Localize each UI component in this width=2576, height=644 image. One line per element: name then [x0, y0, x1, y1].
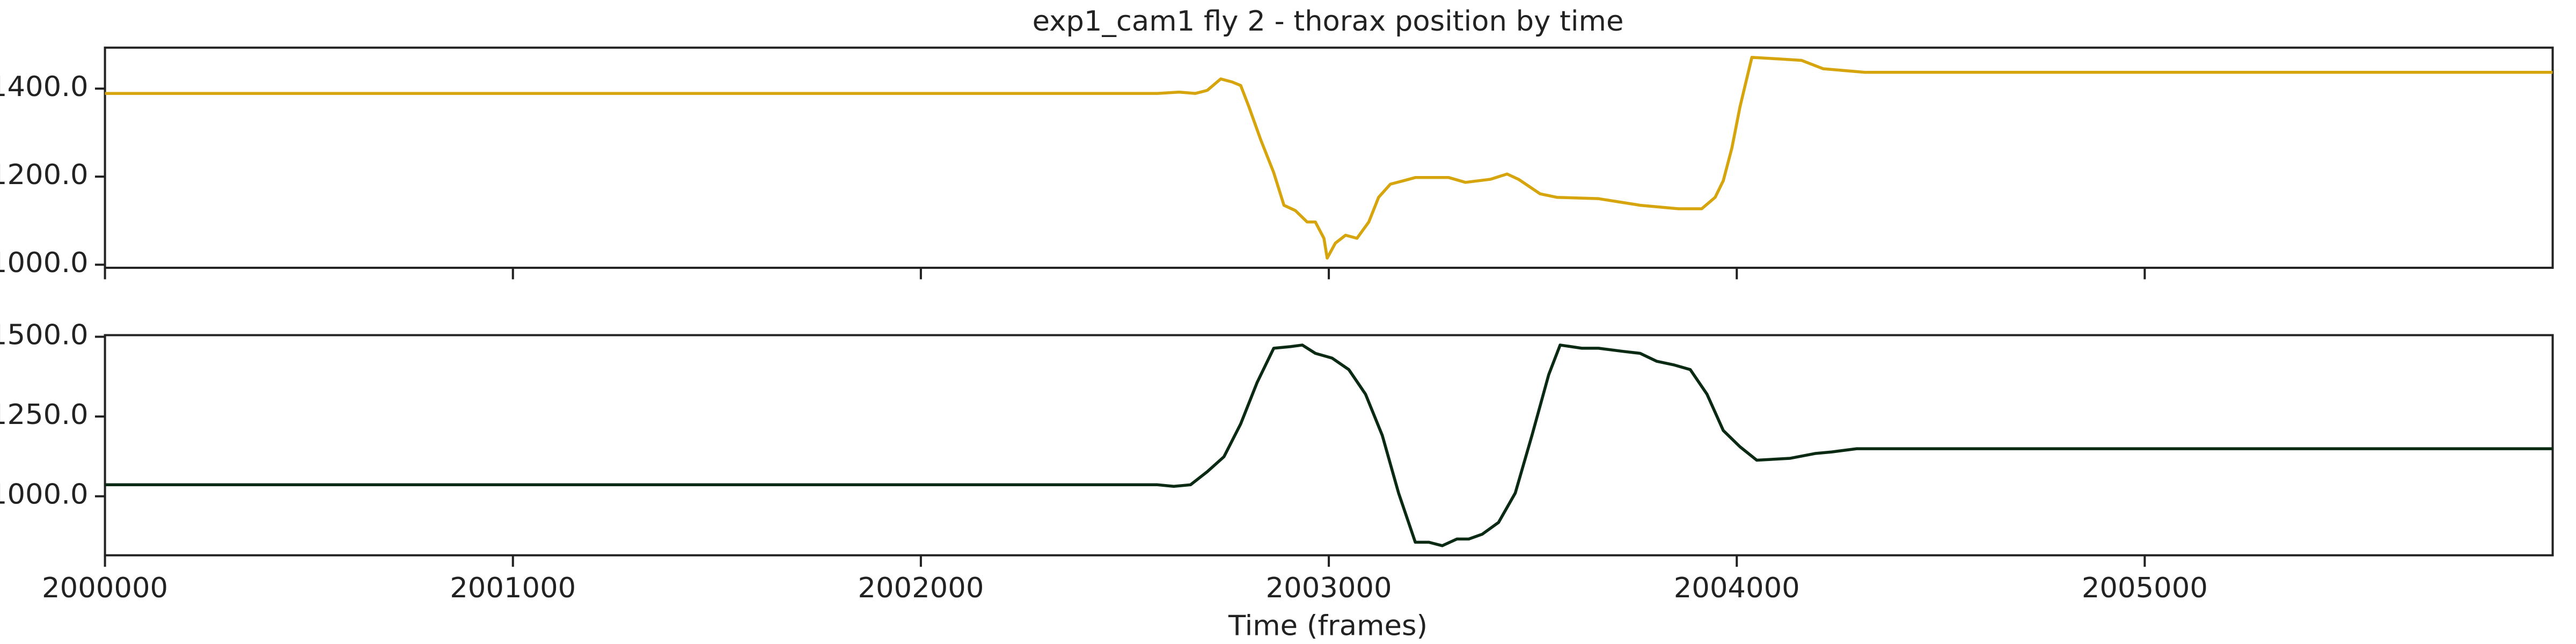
x-tick-label: 2005000: [2082, 572, 2208, 604]
x-tick-label: 2000000: [42, 572, 168, 604]
x-tick-label: 2004000: [1674, 572, 1800, 604]
data-line: [105, 343, 2553, 547]
data-line: [105, 56, 2553, 260]
x-tick-label: 2002000: [858, 572, 984, 604]
y-tick-label: 1250.0: [0, 398, 89, 431]
x-tick-label: 2001000: [450, 572, 576, 604]
y-tick-label: 1200.0: [0, 158, 89, 191]
axes-frame: [104, 334, 2554, 557]
chart-title: exp1_cam1 fly 2 - thorax position by tim…: [1033, 5, 1624, 38]
y-tick-label: 1000.0: [0, 478, 89, 511]
y-tick-label: 1500.0: [0, 319, 89, 352]
y-tick-label: 1400.0: [0, 70, 89, 103]
x-tick-label: 2003000: [1266, 572, 1392, 604]
x-axis-label: Time (frames): [1228, 610, 1428, 642]
axes-frame: [104, 46, 2554, 269]
y-tick-label: 1000.0: [0, 246, 89, 279]
